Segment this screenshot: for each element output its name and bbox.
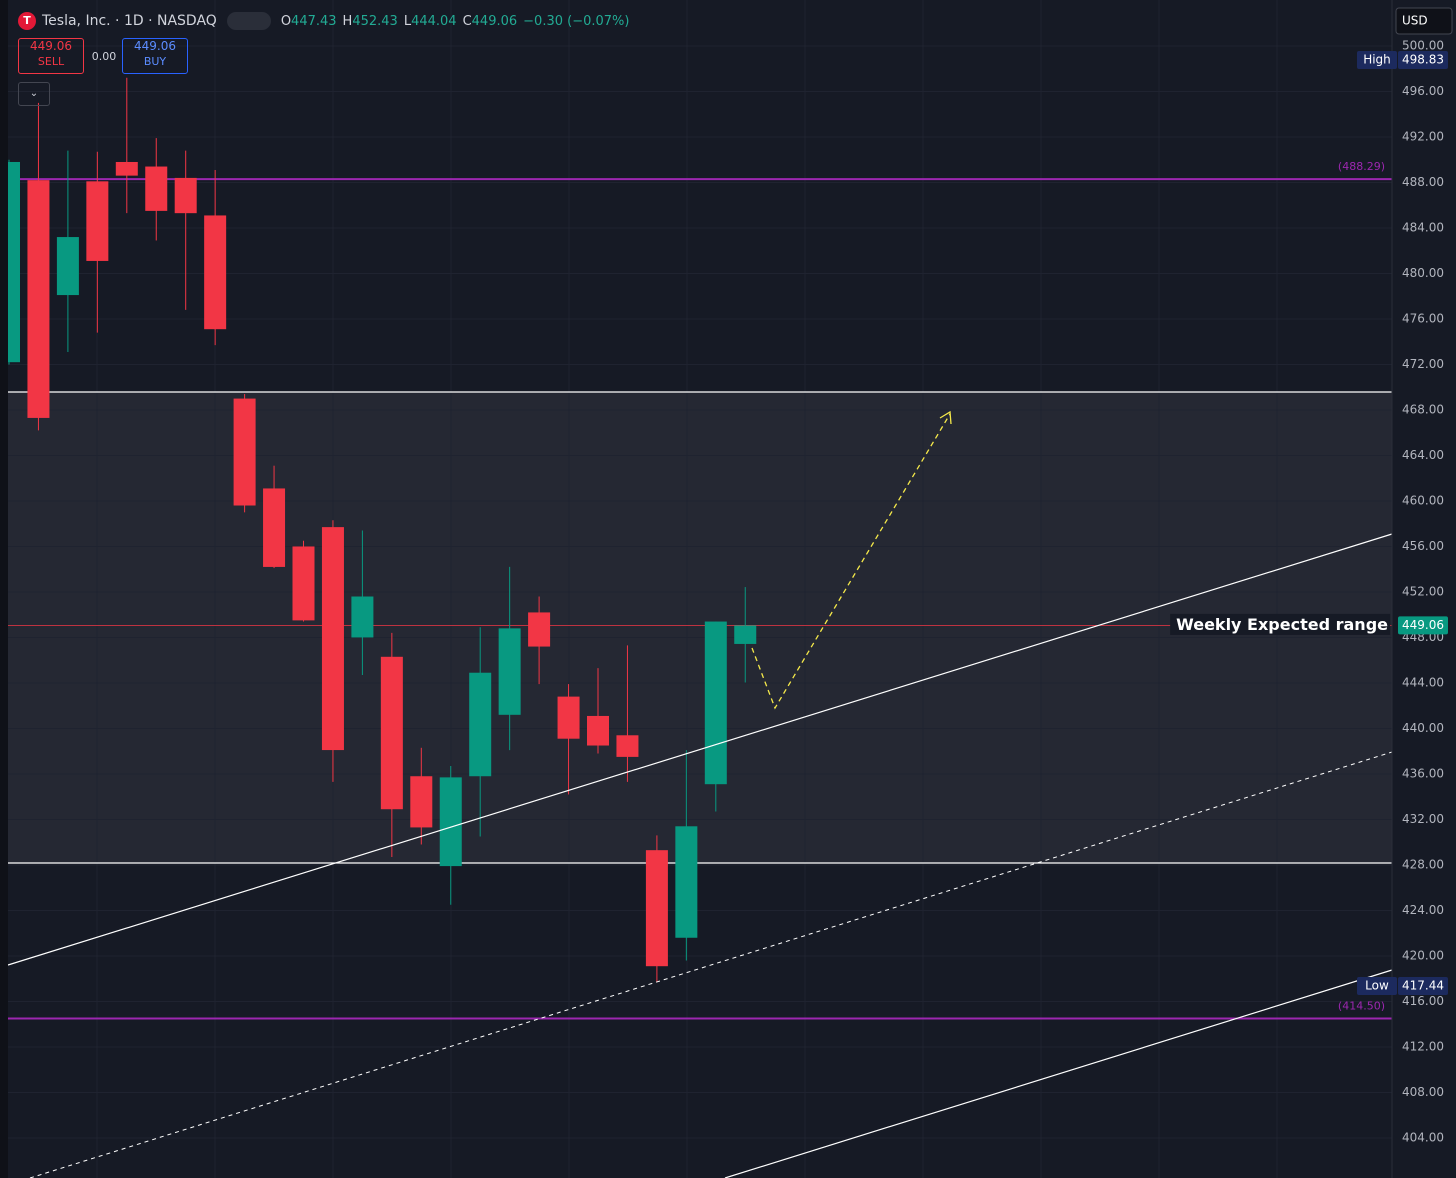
candle-body xyxy=(174,177,197,214)
candle-body xyxy=(587,715,609,746)
grid xyxy=(8,0,1392,1178)
y-tick-label: 484.00 xyxy=(1402,220,1444,234)
header: T Tesla, Inc. · 1D · NASDAQ O447.43 H452.… xyxy=(18,9,635,33)
sell-price[interactable]: 449.06 xyxy=(30,39,72,53)
ohlc: O447.43 H452.43 L444.04 C449.06 xyxy=(281,13,523,29)
marker-label: High xyxy=(1363,53,1391,67)
candle-body xyxy=(528,612,551,647)
ohlc-value: 452.43 xyxy=(352,14,398,29)
buy-button[interactable]: 449.06 BUY xyxy=(122,38,188,74)
candle-body xyxy=(645,850,668,967)
candle-body xyxy=(439,777,462,867)
y-tick-label: 488.00 xyxy=(1402,175,1444,189)
ohlc-value: 444.04 xyxy=(411,14,457,29)
y-tick-label: 472.00 xyxy=(1402,357,1444,371)
y-tick-label: 468.00 xyxy=(1402,402,1444,416)
candle-body xyxy=(115,161,138,176)
annotation: Weekly Expected range xyxy=(1176,615,1388,634)
y-tick-label: 428.00 xyxy=(1402,857,1444,871)
price-tag xyxy=(1398,51,1448,69)
marks: (488.29) (414.50) Weekly Expected range xyxy=(0,77,1392,1020)
candle-body xyxy=(56,237,79,296)
candle-body xyxy=(734,625,757,644)
candle-body xyxy=(616,735,639,757)
currency-box[interactable] xyxy=(1395,7,1453,35)
ohlc-letter: L xyxy=(403,14,412,29)
toggle[interactable] xyxy=(226,12,271,30)
marker-tag xyxy=(1357,51,1397,69)
y-tick-label: 440.00 xyxy=(1402,721,1444,735)
candle-body xyxy=(263,488,286,567)
currency[interactable]: USD xyxy=(1402,14,1428,28)
y-tick-label: 424.00 xyxy=(1402,903,1444,917)
ohlc-letter: H xyxy=(342,14,353,29)
candle-body xyxy=(469,672,492,777)
candle-body xyxy=(27,180,50,418)
buy-label[interactable]: BUY xyxy=(143,55,167,68)
buy-price[interactable]: 449.06 xyxy=(134,39,176,53)
marker-label: Low xyxy=(1365,979,1389,993)
candle-body xyxy=(321,527,344,751)
candle-body xyxy=(86,181,109,261)
axis-labels: 500.00 496.00 492.00 488.00 484.00 480.00 476.… xyxy=(1402,38,1444,1144)
y-tick-label: 408.00 xyxy=(1402,1085,1444,1099)
candle-body xyxy=(292,546,315,621)
change: −0.30 (−0.07%) xyxy=(523,13,630,29)
y-tick-label: 464.00 xyxy=(1402,448,1444,462)
y-tick-label: 456.00 xyxy=(1402,539,1444,553)
level-label: (414.50) xyxy=(1338,1000,1385,1013)
trendline xyxy=(7,533,1393,966)
y-tick-label: 420.00 xyxy=(1402,948,1444,962)
title: Tesla, Inc. · 1D · NASDAQ xyxy=(42,13,217,29)
y-tick-label: 480.00 xyxy=(1402,266,1444,280)
y-tick-label: 452.00 xyxy=(1402,584,1444,598)
projection-path xyxy=(751,413,951,710)
candle-body xyxy=(145,166,168,211)
candle-body xyxy=(704,621,727,785)
ohlc-value: 449.06 xyxy=(471,14,518,29)
sell-label[interactable]: SELL xyxy=(37,55,65,68)
y-tick-label: 492.00 xyxy=(1402,129,1444,143)
candle-body xyxy=(498,628,521,715)
ohlc-value: 447.43 xyxy=(291,14,337,29)
ohlc-letter: C xyxy=(462,14,472,29)
y-tick-label: 500.00 xyxy=(1402,38,1444,52)
y-tick-label: 404.00 xyxy=(1402,1130,1444,1144)
y-tick-label: 444.00 xyxy=(1402,675,1444,689)
ohlc-letter: O xyxy=(280,14,292,29)
candle-body xyxy=(204,215,227,330)
price-tag-label: 449.06 xyxy=(1402,618,1444,632)
spread: 0.00 xyxy=(91,50,117,63)
price-tag xyxy=(1398,616,1448,635)
logo: T xyxy=(18,12,36,30)
y-tick-label: 476.00 xyxy=(1402,311,1444,325)
candle-body xyxy=(410,776,433,828)
y-tick-label: 436.00 xyxy=(1402,766,1444,780)
y-tick-label: 496.00 xyxy=(1402,84,1444,98)
left-edge xyxy=(0,0,8,1178)
y-tick-label: 416.00 xyxy=(1402,994,1444,1008)
candle-body xyxy=(351,596,374,638)
y-tick-label: 460.00 xyxy=(1402,493,1444,507)
y-tick-label: 432.00 xyxy=(1402,812,1444,826)
candle-body xyxy=(380,656,403,810)
price-tag xyxy=(1398,977,1448,995)
trendline xyxy=(724,969,1393,1178)
marker-tag xyxy=(1357,977,1397,995)
candle-body xyxy=(675,826,698,938)
dropdown[interactable]: ⌄ xyxy=(18,82,50,106)
y-tick-label: 412.00 xyxy=(1402,1039,1444,1053)
annotation-bg xyxy=(1170,613,1391,635)
price-tag-label: 417.44 xyxy=(1402,979,1444,993)
projection-arrow xyxy=(939,410,952,425)
price-tag-label: 498.83 xyxy=(1402,53,1444,67)
level-label: (488.29) xyxy=(1338,160,1385,173)
candle-body xyxy=(233,398,256,506)
candle-body xyxy=(557,696,580,739)
trendline-dashed xyxy=(29,751,1393,1178)
sell-button[interactable]: 449.06 SELL xyxy=(18,38,84,74)
